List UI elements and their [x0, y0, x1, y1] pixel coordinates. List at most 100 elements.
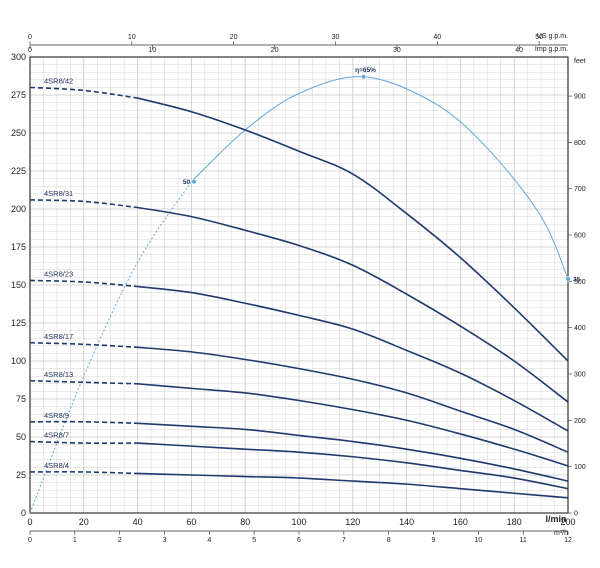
feet-axis-label: feet: [574, 58, 586, 65]
x-tick-label: 200: [560, 517, 575, 527]
series-4sr8-23: 4SR8/23: [29, 269, 569, 432]
series-line-dashed: [29, 420, 138, 425]
m3h-tick-label: 2: [118, 537, 122, 544]
imp-gpm-tick-label: 10: [148, 47, 156, 54]
efficiency-point-label: 50: [183, 179, 191, 186]
series-4sr8-7: 4SR8/7: [29, 431, 569, 490]
us-gpm-tick-label: 0: [28, 34, 32, 41]
us-gpm-tick-label: 40: [433, 34, 441, 41]
imp-gpm-axis-ticks: 0 10 20 30 40: [28, 45, 523, 54]
x-tick-label: 120: [345, 517, 360, 527]
y-tick-label: 100: [11, 356, 26, 366]
y-tick-label: 125: [11, 318, 26, 328]
series-4sr8-31: 4SR8/31: [29, 189, 569, 403]
m3h-tick-label: 12: [564, 537, 572, 544]
feet-tick-label: 0: [574, 511, 578, 518]
feet-tick-label: 600: [574, 233, 586, 240]
y-tick-label: 200: [11, 204, 26, 214]
y-tick-label: 75: [16, 394, 26, 404]
efficiency-point: [191, 178, 197, 185]
efficiency-curve: [191, 76, 569, 280]
m3h-tick-label: 0: [28, 537, 32, 544]
feet-tick-label: 300: [574, 372, 586, 379]
y-tick-label: 25: [16, 470, 26, 480]
feet-tick-label: 200: [574, 418, 586, 425]
m3h-tick-label: 9: [432, 537, 436, 544]
y-tick-label: 225: [11, 166, 26, 176]
efficiency-point-label: 35: [573, 276, 581, 283]
x-tick-label: 100: [291, 517, 306, 527]
m3h-tick-label: 8: [387, 537, 391, 544]
x-tick-label: 40: [133, 517, 143, 527]
x-tick-label: 140: [399, 517, 414, 527]
imp-gpm-tick-label: 20: [271, 47, 279, 54]
m3h-tick-label: 11: [520, 537, 527, 544]
x-tick-label: 80: [240, 517, 250, 527]
series-line-dashed: [29, 279, 138, 288]
series-4sr8-17: 4SR8/17: [29, 332, 569, 453]
series-label: 4SR8/31: [44, 189, 73, 198]
y-tick-label: 175: [11, 242, 26, 252]
feet-tick-label: 900: [574, 94, 586, 101]
y-tick-label: 300: [11, 52, 26, 62]
series-label: 4SR8/9: [44, 411, 69, 420]
series-line: [137, 346, 569, 453]
series-4sr8-9: 4SR8/9: [29, 411, 569, 482]
y-tick-label: 0: [21, 508, 26, 518]
series-line: [137, 472, 569, 499]
series-line: [137, 442, 569, 490]
efficiency-point: [565, 276, 571, 282]
feet-axis-ticks: 0 100 200 300 400 500 600 700 800 900: [568, 94, 586, 518]
m3h-tick-label: 4: [207, 537, 211, 544]
efficiency-point: [360, 74, 367, 80]
imp-gpm-tick-label: 30: [393, 47, 401, 54]
m3h-axis-label: m³/h: [554, 530, 568, 537]
feet-tick-label: 700: [574, 186, 586, 193]
us-gpm-tick-label: 30: [332, 34, 340, 41]
feet-tick-label: 800: [574, 140, 586, 147]
x-tick-label: 180: [507, 517, 522, 527]
m3h-tick-label: 7: [342, 537, 346, 544]
series-4sr8-4: 4SR8/4: [29, 461, 569, 499]
series-label: 4SR8/23: [44, 269, 73, 278]
feet-tick-label: 100: [574, 464, 586, 471]
series-label: 4SR8/42: [44, 76, 73, 85]
y-tick-label: 150: [11, 280, 26, 290]
imp-gpm-tick-label: 40: [515, 47, 523, 54]
m3h-axis-ticks: 0 1 2 3 4 5 6 7 8 9 10 11 12: [28, 531, 572, 544]
m3h-tick-label: 1: [73, 537, 77, 544]
y-tick-label: 275: [11, 90, 26, 100]
efficiency-curve-dashed: [29, 181, 192, 514]
feet-tick-label: 500: [574, 279, 586, 286]
imp-gpm-axis-label: Imp g.p.m.: [535, 46, 568, 53]
series-label: 4SR8/13: [44, 370, 73, 379]
efficiency-curve-group: 50 η=65% 35: [29, 67, 581, 514]
x-axis-ticks: 0 20 40 60 80 100 120 140 160 180 200: [27, 517, 575, 527]
m3h-tick-label: 10: [474, 537, 482, 544]
grid: [29, 56, 569, 514]
us-gpm-tick-label: 50: [535, 34, 543, 41]
series-line-dashed: [29, 471, 138, 475]
series-label: 4SR8/4: [44, 461, 69, 470]
efficiency-point-label: η=65%: [355, 67, 376, 74]
series-label: 4SR8/17: [44, 332, 73, 341]
us-gpm-axis-label: US g.p.m.: [537, 33, 568, 40]
series-label: 4SR8/7: [44, 431, 69, 440]
y-tick-label: 250: [11, 128, 26, 138]
series-line-dashed: [29, 379, 138, 385]
series-line: [137, 422, 569, 482]
series-4sr8-13: 4SR8/13: [29, 370, 569, 467]
x-tick-label: 20: [79, 517, 89, 527]
us-gpm-tick-label: 20: [230, 34, 238, 41]
series-line: [137, 97, 569, 362]
series-line: [137, 383, 569, 467]
series-line-dashed: [29, 86, 138, 99]
us-gpm-axis-ticks: 0 10 20 30 40 50: [28, 34, 543, 45]
x-tick-label: 60: [186, 517, 196, 527]
m3h-tick-label: 5: [252, 537, 256, 544]
m3h-tick-label: 6: [297, 537, 301, 544]
x-tick-label: 160: [453, 517, 468, 527]
x-axis-label: l/min: [545, 514, 566, 524]
feet-tick-label: 400: [574, 325, 586, 332]
